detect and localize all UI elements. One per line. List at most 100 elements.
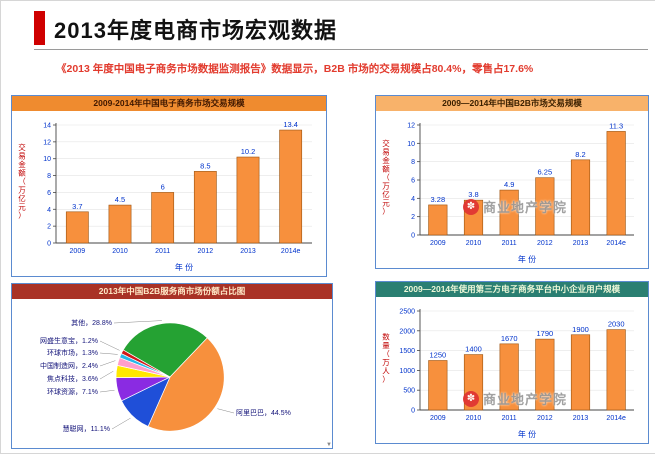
svg-text:）: ） <box>382 375 390 384</box>
svg-text:2013: 2013 <box>240 248 256 255</box>
svg-text:4.5: 4.5 <box>115 195 125 204</box>
chart-panel-b2b-scale: 2009—2014年中国B2B市场交易规模 0 2 4 6 8 10 12 3.28 2009 3… <box>375 95 649 269</box>
svg-text:2013: 2013 <box>573 240 589 247</box>
svg-text:年 份: 年 份 <box>175 262 193 272</box>
svg-text:0: 0 <box>47 241 51 248</box>
svg-text:1000: 1000 <box>399 368 415 375</box>
svg-text:2012: 2012 <box>198 248 214 255</box>
bar-chart-b2b-scale: 0 2 4 6 8 10 12 3.28 2009 3.8 2010 4.9 2011 6.25 2012 8… <box>382 121 634 264</box>
svg-text:2014e: 2014e <box>606 415 626 422</box>
svg-text:2014e: 2014e <box>281 248 301 255</box>
svg-text:6: 6 <box>411 178 415 185</box>
svg-text:2500: 2500 <box>399 309 415 316</box>
svg-text:12: 12 <box>43 139 51 146</box>
svg-text:2009: 2009 <box>70 248 86 255</box>
chevron-down-icon: ▼ <box>326 442 332 448</box>
svg-text:万: 万 <box>382 358 390 367</box>
svg-text:额: 额 <box>18 168 26 178</box>
svg-text:0: 0 <box>411 408 415 415</box>
svg-text:亿: 亿 <box>18 193 26 203</box>
svg-text:1900: 1900 <box>572 325 589 334</box>
svg-text:2012: 2012 <box>537 415 553 422</box>
svg-text:交: 交 <box>382 138 390 148</box>
svg-text:）: ） <box>382 207 390 216</box>
svg-text:1250: 1250 <box>429 351 446 360</box>
svg-text:1400: 1400 <box>465 345 482 354</box>
svg-text:人: 人 <box>382 366 390 375</box>
svg-text:金: 金 <box>382 155 390 165</box>
svg-text:11.3: 11.3 <box>609 121 623 130</box>
chart-panel-ecommerce-scale: 2009-2014年中国电子商务市场交易规模 0 2 4 6 8 10 12 14 3.7 200… <box>11 95 327 277</box>
svg-text:10.2: 10.2 <box>241 147 256 156</box>
chart-title-b2b-scale: 2009—2014年中国B2B市场交易规模 <box>376 96 648 111</box>
svg-text:2: 2 <box>411 214 415 221</box>
svg-text:2013: 2013 <box>573 415 589 422</box>
svg-text:4.9: 4.9 <box>504 180 514 189</box>
svg-text:易: 易 <box>18 152 26 161</box>
svg-text:元: 元 <box>382 199 390 208</box>
svg-text:2: 2 <box>47 224 51 231</box>
svg-text:焦点科技，3.6%: 焦点科技，3.6% <box>47 374 98 383</box>
slide-header: 2013年度电商市场宏观数据 <box>34 9 648 50</box>
svg-text:3.7: 3.7 <box>72 202 82 211</box>
svg-text:万: 万 <box>382 182 390 191</box>
svg-text:2010: 2010 <box>466 240 482 247</box>
svg-text:慧聪网，11.1%: 慧聪网，11.1% <box>63 424 110 433</box>
svg-text:2009: 2009 <box>430 240 446 247</box>
svg-text:6.25: 6.25 <box>538 168 553 177</box>
svg-text:2000: 2000 <box>399 328 415 335</box>
svg-text:8.5: 8.5 <box>200 161 210 170</box>
svg-text:（: （ <box>382 173 390 182</box>
svg-text:2011: 2011 <box>155 248 170 255</box>
svg-text:2010: 2010 <box>466 415 482 422</box>
svg-text:4: 4 <box>47 207 51 214</box>
pie-chart-b2b-market-share: 其他，28.8% 阿里巴巴，44.5% 慧聪网，11.1% 环球资源，7.1% 焦点科技… <box>40 318 291 433</box>
svg-text:4: 4 <box>411 196 415 203</box>
svg-text:500: 500 <box>403 388 415 395</box>
svg-text:1790: 1790 <box>536 329 553 338</box>
bar-chart-sme-users: 0 500 1000 1500 2000 2500 1250 2009 1400 2010 1670… <box>382 309 634 439</box>
svg-text:中国制造网，2.4%: 中国制造网，2.4% <box>40 361 98 370</box>
svg-text:14: 14 <box>43 123 51 130</box>
svg-text:6: 6 <box>47 190 51 197</box>
svg-text:3.28: 3.28 <box>431 195 446 204</box>
title-accent-bar <box>34 11 45 45</box>
report-summary-text: 《2013 年度中国电子商务市场数据监测报告》数据显示，B2B 市场的交易规模占… <box>56 63 534 75</box>
svg-text:交: 交 <box>18 142 26 152</box>
svg-text:2030: 2030 <box>608 320 625 329</box>
svg-text:2011: 2011 <box>502 415 517 422</box>
svg-text:年 份: 年 份 <box>518 254 536 264</box>
svg-text:2011: 2011 <box>502 240 517 247</box>
page-title: 2013年度电商市场宏观数据 <box>54 18 337 43</box>
svg-text:2012: 2012 <box>537 240 553 247</box>
svg-text:3.8: 3.8 <box>468 190 478 199</box>
svg-text:12: 12 <box>407 123 415 130</box>
svg-text:6: 6 <box>161 182 165 191</box>
svg-text:8: 8 <box>411 159 415 166</box>
svg-text:1670: 1670 <box>501 334 518 343</box>
svg-text:年 份: 年 份 <box>518 429 536 439</box>
svg-text:1500: 1500 <box>399 348 415 355</box>
svg-text:数: 数 <box>382 331 390 341</box>
svg-text:10: 10 <box>407 141 415 148</box>
svg-text:网盛生意宝，1.2%: 网盛生意宝，1.2% <box>40 336 98 345</box>
svg-text:易: 易 <box>382 148 390 157</box>
chart-title-ecommerce-scale: 2009-2014年中国电子商务市场交易规模 <box>12 96 326 111</box>
svg-text:13.4: 13.4 <box>283 120 298 129</box>
svg-text:2010: 2010 <box>112 248 128 255</box>
chart-panel-b2b-market-share: 2013年中国B2B服务商市场份额占比图 其他，28.8% 阿里巴巴，44.5% 慧… <box>11 283 333 449</box>
svg-text:环球资源，7.1%: 环球资源，7.1% <box>47 387 98 396</box>
svg-text:（: （ <box>18 177 26 186</box>
svg-text:量: 量 <box>382 341 390 350</box>
svg-text:亿: 亿 <box>382 189 390 199</box>
svg-text:额: 额 <box>382 164 390 174</box>
chart-panel-sme-users: 2009—2014年使用第三方电子商务平台中小企业用户规模 0 500 1000 15… <box>375 281 649 444</box>
svg-text:阿里巴巴，44.5%: 阿里巴巴，44.5% <box>236 408 291 417</box>
svg-text:8.2: 8.2 <box>575 150 585 159</box>
svg-text:元: 元 <box>18 203 26 212</box>
chart-title-sme-users: 2009—2014年使用第三方电子商务平台中小企业用户规模 <box>376 282 648 297</box>
svg-text:0: 0 <box>411 233 415 240</box>
svg-text:（: （ <box>382 349 390 358</box>
svg-text:其他，28.8%: 其他，28.8% <box>71 318 112 327</box>
